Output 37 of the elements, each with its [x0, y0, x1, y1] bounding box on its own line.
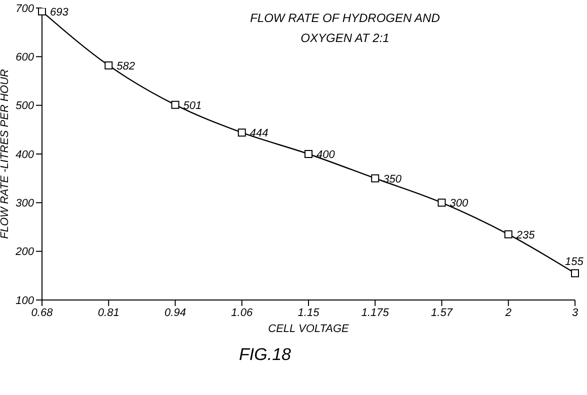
- x-axis-title: CELL VOLTAGE: [268, 323, 350, 335]
- point: [104, 61, 113, 70]
- data-label: 693: [50, 6, 70, 18]
- x-tick-label: 1.175: [361, 306, 390, 319]
- y-tick-label: 400: [16, 148, 35, 161]
- point: [38, 8, 46, 16]
- point: [238, 128, 246, 137]
- y-tick-label: 300: [16, 198, 35, 210]
- point: [571, 269, 579, 278]
- point: [504, 230, 512, 238]
- x-tick-label: 0.94: [164, 306, 186, 319]
- y-tick-label: 700: [16, 2, 35, 15]
- x-tick-label: 1.57: [431, 306, 454, 319]
- x-tick-label: 1.06: [231, 306, 254, 319]
- point: [371, 174, 380, 182]
- y-tick-label: 200: [14, 246, 35, 258]
- data-label: 155: [565, 256, 584, 268]
- y-axis-title: FLOW RATE -LITRES PER HOUR: [0, 69, 11, 239]
- data-label: 582: [116, 60, 135, 72]
- x-tick-label: 2: [504, 306, 512, 319]
- x-tick-label: 0.68: [31, 306, 54, 319]
- y-tick-label: 100: [16, 294, 35, 307]
- point: [171, 100, 180, 109]
- data-label: 235: [515, 229, 536, 242]
- data-label: 444: [250, 128, 268, 140]
- data-label: 400: [316, 149, 336, 161]
- data-label: 300: [450, 198, 469, 210]
- y-tick-label: 500: [16, 100, 35, 112]
- point: [438, 198, 446, 207]
- x-tick-label: 3: [572, 306, 579, 319]
- point: [304, 150, 312, 158]
- x-tick-label: 1.15: [298, 306, 320, 319]
- x-tick-label: 0.81: [98, 306, 120, 319]
- text: FLOW RATE OF HYDROGEN AND OXYGEN AT 2:1: [249, 10, 441, 47]
- caption: FIG.18: [238, 345, 292, 365]
- data-label: 501: [183, 100, 202, 112]
- y-tick-label: 600: [16, 52, 35, 64]
